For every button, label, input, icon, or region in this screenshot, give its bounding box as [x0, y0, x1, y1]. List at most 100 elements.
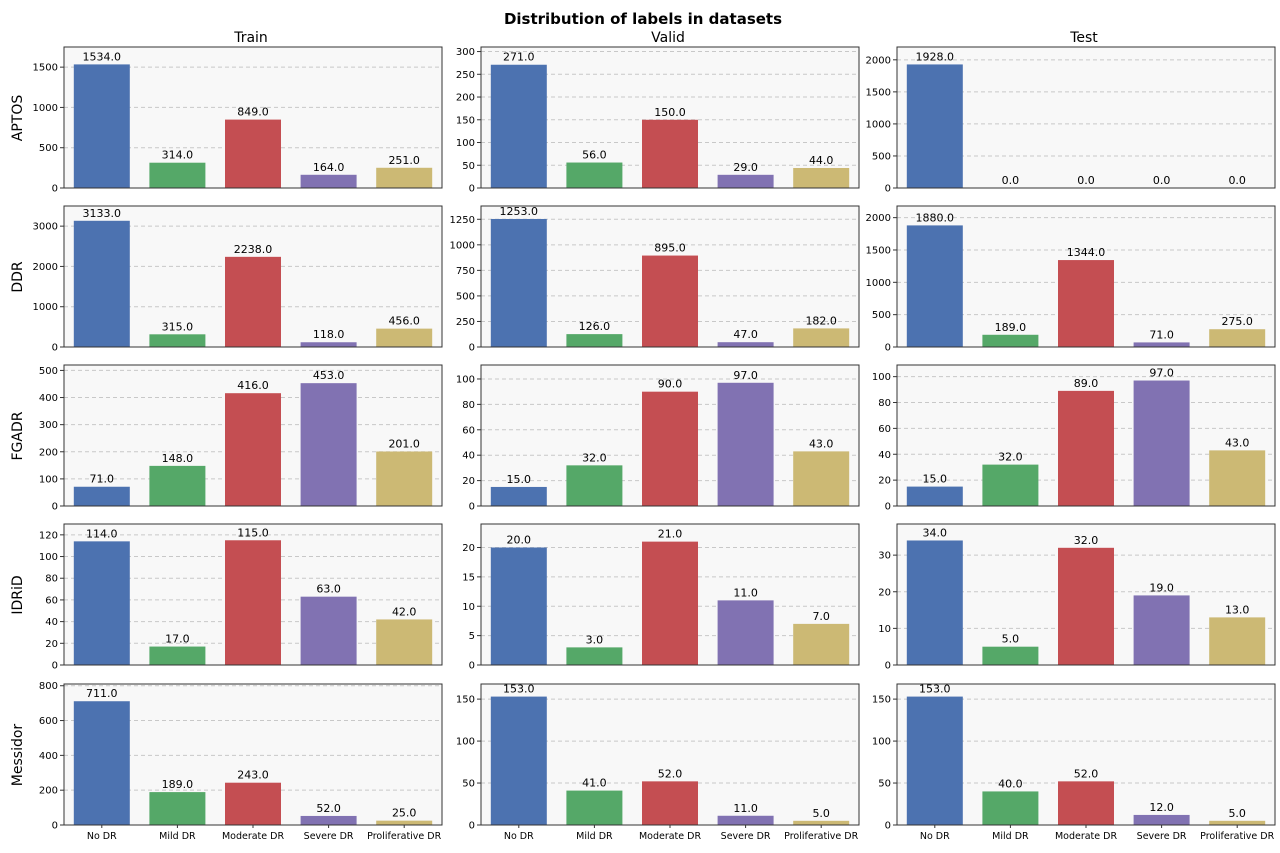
- panel-aptos-valid-bar-no-dr: [490, 64, 547, 188]
- panel-messidor-train-ytick-label: 600: [39, 716, 58, 727]
- panel-messidor-test-data-label-mild-dr: 40.0: [998, 777, 1023, 790]
- panel-idrid-valid: 0 5 10 15 20 20.0 3.0 21.0 11.0 7.0: [462, 523, 860, 672]
- panel-idrid-valid-data-label-severe-dr: 11.0: [733, 586, 758, 599]
- panel-aptos-train-data-label-severe-dr: 164.0: [313, 161, 345, 174]
- panel-idrid-train-bar-proliferative-dr: [376, 619, 433, 665]
- panel-aptos-train-data-label-mild-dr: 314.0: [162, 149, 194, 162]
- panel-fgadr-valid-ytick-label: 0: [469, 502, 475, 513]
- panel-messidor-valid-data-label-mild-dr: 41.0: [582, 777, 607, 790]
- panel-aptos-train-bar-no-dr: [73, 64, 130, 188]
- panel-aptos-valid-data-label-moderate-dr: 150.0: [654, 106, 686, 119]
- panel-ddr-test-bar-moderate-dr: [1058, 260, 1114, 347]
- panel-ddr-test-ytick-label: 1500: [866, 245, 891, 256]
- panel-idrid-train-ytick-label: 40: [45, 617, 58, 628]
- panel-ddr-valid-ytick-label: 750: [456, 266, 475, 277]
- panel-ddr-test-data-label-mild-dr: 189.0: [995, 321, 1027, 334]
- panel-aptos-valid-ytick-label: 200: [456, 93, 475, 104]
- row-label-fgadr: FGADR: [10, 411, 26, 460]
- panel-messidor-test-xtick-label-no-dr: No DR: [920, 831, 950, 842]
- panel-idrid-train-ytick-label: 80: [45, 574, 58, 585]
- panel-idrid-test-data-label-moderate-dr: 32.0: [1074, 534, 1099, 547]
- panel-aptos-train-data-label-no-dr: 1534.0: [83, 50, 122, 63]
- panel-aptos-valid-bar-mild-dr: [566, 162, 623, 188]
- panel-ddr-test-bar-no-dr: [906, 225, 963, 347]
- panel-messidor-valid-bar-mild-dr: [566, 790, 623, 825]
- panel-aptos-train-ytick-label: 500: [39, 143, 58, 154]
- panel-ddr-valid-data-label-no-dr: 1253.0: [500, 205, 539, 218]
- panel-fgadr-train-ytick-label: 400: [39, 393, 58, 404]
- panel-fgadr-train-ytick-label: 300: [39, 420, 58, 431]
- panel-fgadr-train-data-label-severe-dr: 453.0: [313, 369, 345, 382]
- panel-messidor-valid-xtick-label-severe-dr: Severe DR: [721, 831, 771, 842]
- panel-fgadr-train-data-label-proliferative-dr: 201.0: [388, 437, 420, 450]
- panel-ddr-train-data-label-proliferative-dr: 456.0: [388, 315, 420, 328]
- panel-ddr-valid-bar-proliferative-dr: [793, 328, 850, 347]
- panel-idrid-test-ytick-label: 30: [878, 551, 891, 562]
- panel-ddr-valid-data-label-moderate-dr: 895.0: [654, 242, 686, 255]
- panel-fgadr-valid-ytick-label: 20: [462, 476, 475, 487]
- panel-ddr-valid-bar-severe-dr: [717, 342, 774, 347]
- panel-aptos-valid: 0 50 100 150 200 250 300 271.0 56.0 150.0 29.0 44.0: [456, 46, 860, 195]
- panel-messidor-train-data-label-no-dr: 711.0: [86, 687, 118, 700]
- panel-aptos-test-ytick-label: 1000: [866, 119, 891, 130]
- panel-fgadr-valid-bar-severe-dr: [717, 382, 774, 506]
- panel-fgadr-valid-bar-proliferative-dr: [793, 451, 850, 506]
- panel-messidor-test: 0 50 100 150 153.0 40.0 52.0 12.0 5.0 No DR Mild D…: [872, 683, 1276, 842]
- panel-aptos-valid-ytick-label: 0: [469, 184, 475, 195]
- panel-aptos-train-ytick-label: 0: [52, 184, 58, 195]
- panel-messidor-valid-bar-moderate-dr: [642, 781, 698, 825]
- panel-messidor-valid-xtick-label-mild-dr: Mild DR: [576, 831, 613, 842]
- panel-idrid-test-frame: [896, 523, 1276, 666]
- panel-messidor-train-bar-moderate-dr: [225, 782, 281, 825]
- panel-aptos-valid-bar-proliferative-dr: [793, 167, 850, 188]
- panel-messidor-test-data-label-severe-dr: 12.0: [1149, 801, 1174, 814]
- figure-title: Distribution of labels in datasets: [504, 10, 782, 28]
- panel-fgadr-test: 0 20 40 60 80 100 15.0 32.0 89.0 97.0 43.0: [872, 364, 1276, 513]
- panel-aptos-test-frame: [896, 46, 1276, 189]
- panel-aptos-train-ytick-label: 1500: [33, 63, 58, 74]
- panel-ddr-train: 0 1000 2000 3000 3133.0 315.0 2238.0 118.0 456.0: [33, 205, 443, 354]
- panel-aptos-train-data-label-proliferative-dr: 251.0: [388, 154, 420, 167]
- panel-ddr-valid-bar-moderate-dr: [642, 255, 698, 347]
- panel-fgadr-train-bar-proliferative-dr: [376, 451, 433, 506]
- panel-fgadr-test-ytick-label: 40: [878, 450, 891, 461]
- panel-idrid-valid-data-label-mild-dr: 3.0: [586, 633, 604, 646]
- panel-idrid-train-ytick-label: 20: [45, 639, 58, 650]
- panel-fgadr-valid-data-label-moderate-dr: 90.0: [658, 378, 683, 391]
- panel-idrid-train: 0 20 40 60 80 100 120 114.0 17.0 115.0 63.0 42.0: [39, 523, 443, 672]
- panel-fgadr-test-frame: [896, 364, 1276, 507]
- panel-ddr-valid-ytick-label: 0: [469, 343, 475, 354]
- panel-fgadr-train-ytick-label: 500: [39, 366, 58, 377]
- panel-aptos-valid-ytick-label: 300: [456, 47, 475, 58]
- panel-ddr-train-bar-moderate-dr: [225, 256, 281, 347]
- panel-messidor-test-ytick-label: 0: [885, 821, 891, 832]
- panel-messidor-test-ytick-label: 150: [872, 695, 891, 706]
- panel-idrid-train-ytick-label: 120: [39, 530, 58, 541]
- panel-idrid-test: 0 10 20 30 34.0 5.0 32.0 19.0 13.0: [878, 523, 1276, 672]
- panel-messidor-train-data-label-severe-dr: 52.0: [316, 802, 341, 815]
- panel-idrid-train-ytick-label: 100: [39, 552, 58, 563]
- row-label-messidor: Messidor: [10, 724, 26, 787]
- panel-fgadr-test-bar-moderate-dr: [1058, 390, 1114, 506]
- panel-aptos-valid-frame: [480, 46, 860, 189]
- panel-ddr-train-bar-mild-dr: [149, 334, 206, 347]
- panel-ddr-test-ytick-label: 1000: [866, 278, 891, 289]
- panel-idrid-test-ytick-label: 10: [878, 624, 891, 635]
- panel-messidor-train-bar-proliferative-dr: [376, 820, 433, 825]
- panel-idrid-valid-ytick-label: 20: [462, 543, 475, 554]
- panel-fgadr-train-bar-severe-dr: [300, 383, 357, 506]
- panel-messidor-valid-ytick-label: 100: [456, 737, 475, 748]
- panel-messidor-valid-data-label-severe-dr: 11.0: [733, 802, 758, 815]
- panel-idrid-train-data-label-no-dr: 114.0: [86, 527, 118, 540]
- panel-ddr-valid-frame: [480, 205, 860, 348]
- panel-fgadr-test-ytick-label: 80: [878, 398, 891, 409]
- panel-messidor-test-bar-no-dr: [906, 696, 963, 825]
- panel-messidor-valid-data-label-proliferative-dr: 5.0: [812, 807, 830, 820]
- panel-idrid-valid-bar-proliferative-dr: [793, 623, 850, 665]
- panel-idrid-valid-ytick-label: 0: [469, 661, 475, 672]
- panel-fgadr-valid-data-label-proliferative-dr: 43.0: [809, 437, 834, 450]
- column-title-valid: Valid: [651, 30, 685, 46]
- panel-messidor-train-xtick-label-no-dr: No DR: [87, 831, 117, 842]
- panel-fgadr-train-ytick-label: 200: [39, 447, 58, 458]
- panel-fgadr-train-frame: [63, 364, 443, 507]
